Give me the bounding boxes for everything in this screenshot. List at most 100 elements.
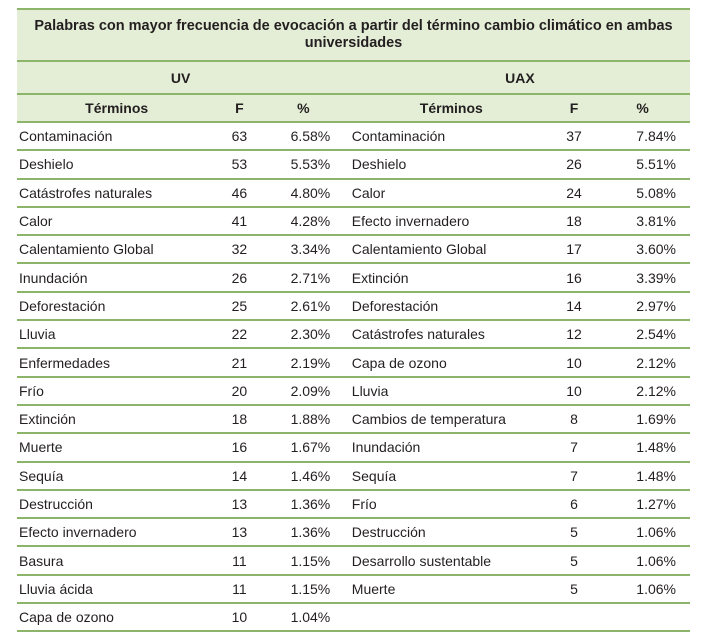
uv-term: Calentamiento Global: [17, 235, 217, 265]
uv-term: Lluvia: [17, 320, 217, 350]
uax-pct: 3.60%: [595, 235, 690, 265]
uax-f: 5: [552, 518, 596, 548]
col-terminos-uv: Términos: [17, 94, 217, 123]
uv-f: 32: [216, 235, 263, 265]
uax-term: Inundación: [349, 433, 553, 463]
table-row: Frío 20 2.09% Lluvia 10 2.12%: [17, 376, 690, 406]
uv-term: Destrucción: [17, 489, 217, 520]
uax-term: Contaminación: [349, 122, 553, 152]
uv-pct: 6.58%: [262, 122, 345, 152]
uax-term: Sequía: [349, 461, 553, 491]
uv-f: 46: [216, 178, 263, 208]
uax-pct: 5.51%: [595, 150, 690, 180]
table-row: Lluvia 22 2.30% Catástrofes naturales 12 2.54…: [17, 320, 690, 350]
uax-f: [552, 603, 596, 633]
uv-pct: 1.46%: [262, 461, 345, 491]
table-row: Calentamiento Global 32 3.34% Calentamiento…: [17, 235, 690, 265]
uv-pct: 4.28%: [262, 206, 345, 237]
uv-pct: 1.88%: [262, 404, 345, 435]
uax-term: Cambios de temperatura: [349, 404, 553, 435]
uv-f: 53: [216, 150, 263, 180]
col-pct-uax: %: [595, 94, 690, 123]
table-row: Destrucción 13 1.36% Frío 6 1.27%: [17, 489, 690, 520]
uax-f: 12: [552, 320, 596, 350]
uax-term: Calentamiento Global: [349, 235, 553, 265]
uax-term: Catástrofes naturales: [349, 320, 553, 350]
uv-f: 16: [216, 433, 263, 463]
uax-pct: [595, 603, 690, 633]
table-row: Extinción 18 1.88% Cambios de temperatura 8 1…: [17, 404, 690, 435]
uax-f: 26: [552, 150, 596, 180]
table-row: Catástrofes naturales 46 4.80% Calor 24 5.08%: [17, 178, 690, 208]
uax-term: [349, 603, 553, 633]
table-row: Lluvia ácida 11 1.15% Muerte 5 1.06%: [17, 574, 690, 605]
uv-pct: 3.34%: [262, 235, 345, 265]
table-row: Capa de ozono 10 1.04%: [17, 603, 690, 633]
uv-term: Deshielo: [17, 150, 217, 180]
uax-f: 7: [552, 461, 596, 491]
table-row: Deforestación 25 2.61% Deforestación 14 2.97%: [17, 291, 690, 322]
uv-f: 18: [216, 404, 263, 435]
uv-term: Catástrofes naturales: [17, 178, 217, 208]
uax-term: Calor: [349, 178, 553, 208]
frequency-table: Palabras con mayor frecuencia de evocaci…: [17, 8, 690, 633]
uax-pct: 1.06%: [595, 574, 690, 605]
uax-f: 37: [552, 122, 596, 152]
uax-term: Muerte: [349, 574, 553, 605]
uax-pct: 2.54%: [595, 320, 690, 350]
uax-pct: 7.84%: [595, 122, 690, 152]
uv-pct: 1.15%: [262, 546, 345, 576]
uax-f: 7: [552, 433, 596, 463]
uax-f: 10: [552, 348, 596, 378]
table-row: Efecto invernadero 13 1.36% Destrucción 5 1.0…: [17, 518, 690, 548]
uv-f: 21: [216, 348, 263, 378]
uax-pct: 1.48%: [595, 433, 690, 463]
uv-f: 20: [216, 376, 263, 406]
uax-term: Extinción: [349, 263, 553, 293]
col-pct-uv: %: [262, 94, 345, 123]
uax-term: Frío: [349, 489, 553, 520]
uax-pct: 1.06%: [595, 546, 690, 576]
uv-f: 10: [216, 603, 263, 633]
col-f-uv: F: [216, 94, 263, 123]
uax-pct: 2.12%: [595, 348, 690, 378]
uv-pct: 1.67%: [262, 433, 345, 463]
col-f-uax: F: [552, 94, 596, 123]
uax-pct: 1.69%: [595, 404, 690, 435]
table-row: Sequía 14 1.46% Sequía 7 1.48%: [17, 461, 690, 491]
uax-term: Lluvia: [349, 376, 553, 406]
uax-f: 16: [552, 263, 596, 293]
uax-term: Destrucción: [349, 518, 553, 548]
uv-pct: 2.61%: [262, 291, 345, 322]
uax-term: Desarrollo sustentable: [349, 546, 553, 576]
uv-pct: 4.80%: [262, 178, 345, 208]
uv-term: Sequía: [17, 461, 217, 491]
table-row: Enfermedades 21 2.19% Capa de ozono 10 2.12%: [17, 348, 690, 378]
uax-f: 14: [552, 291, 596, 322]
uv-term: Contaminación: [17, 122, 217, 152]
table-title: Palabras con mayor frecuencia de evocaci…: [17, 8, 690, 62]
uv-f: 13: [216, 489, 263, 520]
uv-pct: 1.15%: [262, 574, 345, 605]
uax-pct: 1.06%: [595, 518, 690, 548]
table-row: Calor 41 4.28% Efecto invernadero 18 3.81%: [17, 206, 690, 237]
group-uv: UV: [17, 61, 345, 95]
uv-term: Frío: [17, 376, 217, 406]
uv-f: 22: [216, 320, 263, 350]
uv-pct: 1.36%: [262, 489, 345, 520]
table-row: Contaminación 63 6.58% Contaminación 37 7.84%: [17, 122, 690, 152]
col-terminos-uax: Términos: [349, 94, 553, 123]
uax-pct: 3.81%: [595, 206, 690, 237]
uv-term: Basura: [17, 546, 217, 576]
uax-f: 5: [552, 574, 596, 605]
uax-pct: 2.12%: [595, 376, 690, 406]
uv-term: Deforestación: [17, 291, 217, 322]
uax-f: 10: [552, 376, 596, 406]
group-uax: UAX: [349, 61, 690, 95]
uax-pct: 1.48%: [595, 461, 690, 491]
uv-term: Extinción: [17, 404, 217, 435]
uv-pct: 2.09%: [262, 376, 345, 406]
uv-f: 11: [216, 546, 263, 576]
uv-term: Muerte: [17, 433, 217, 463]
uv-f: 63: [216, 122, 263, 152]
